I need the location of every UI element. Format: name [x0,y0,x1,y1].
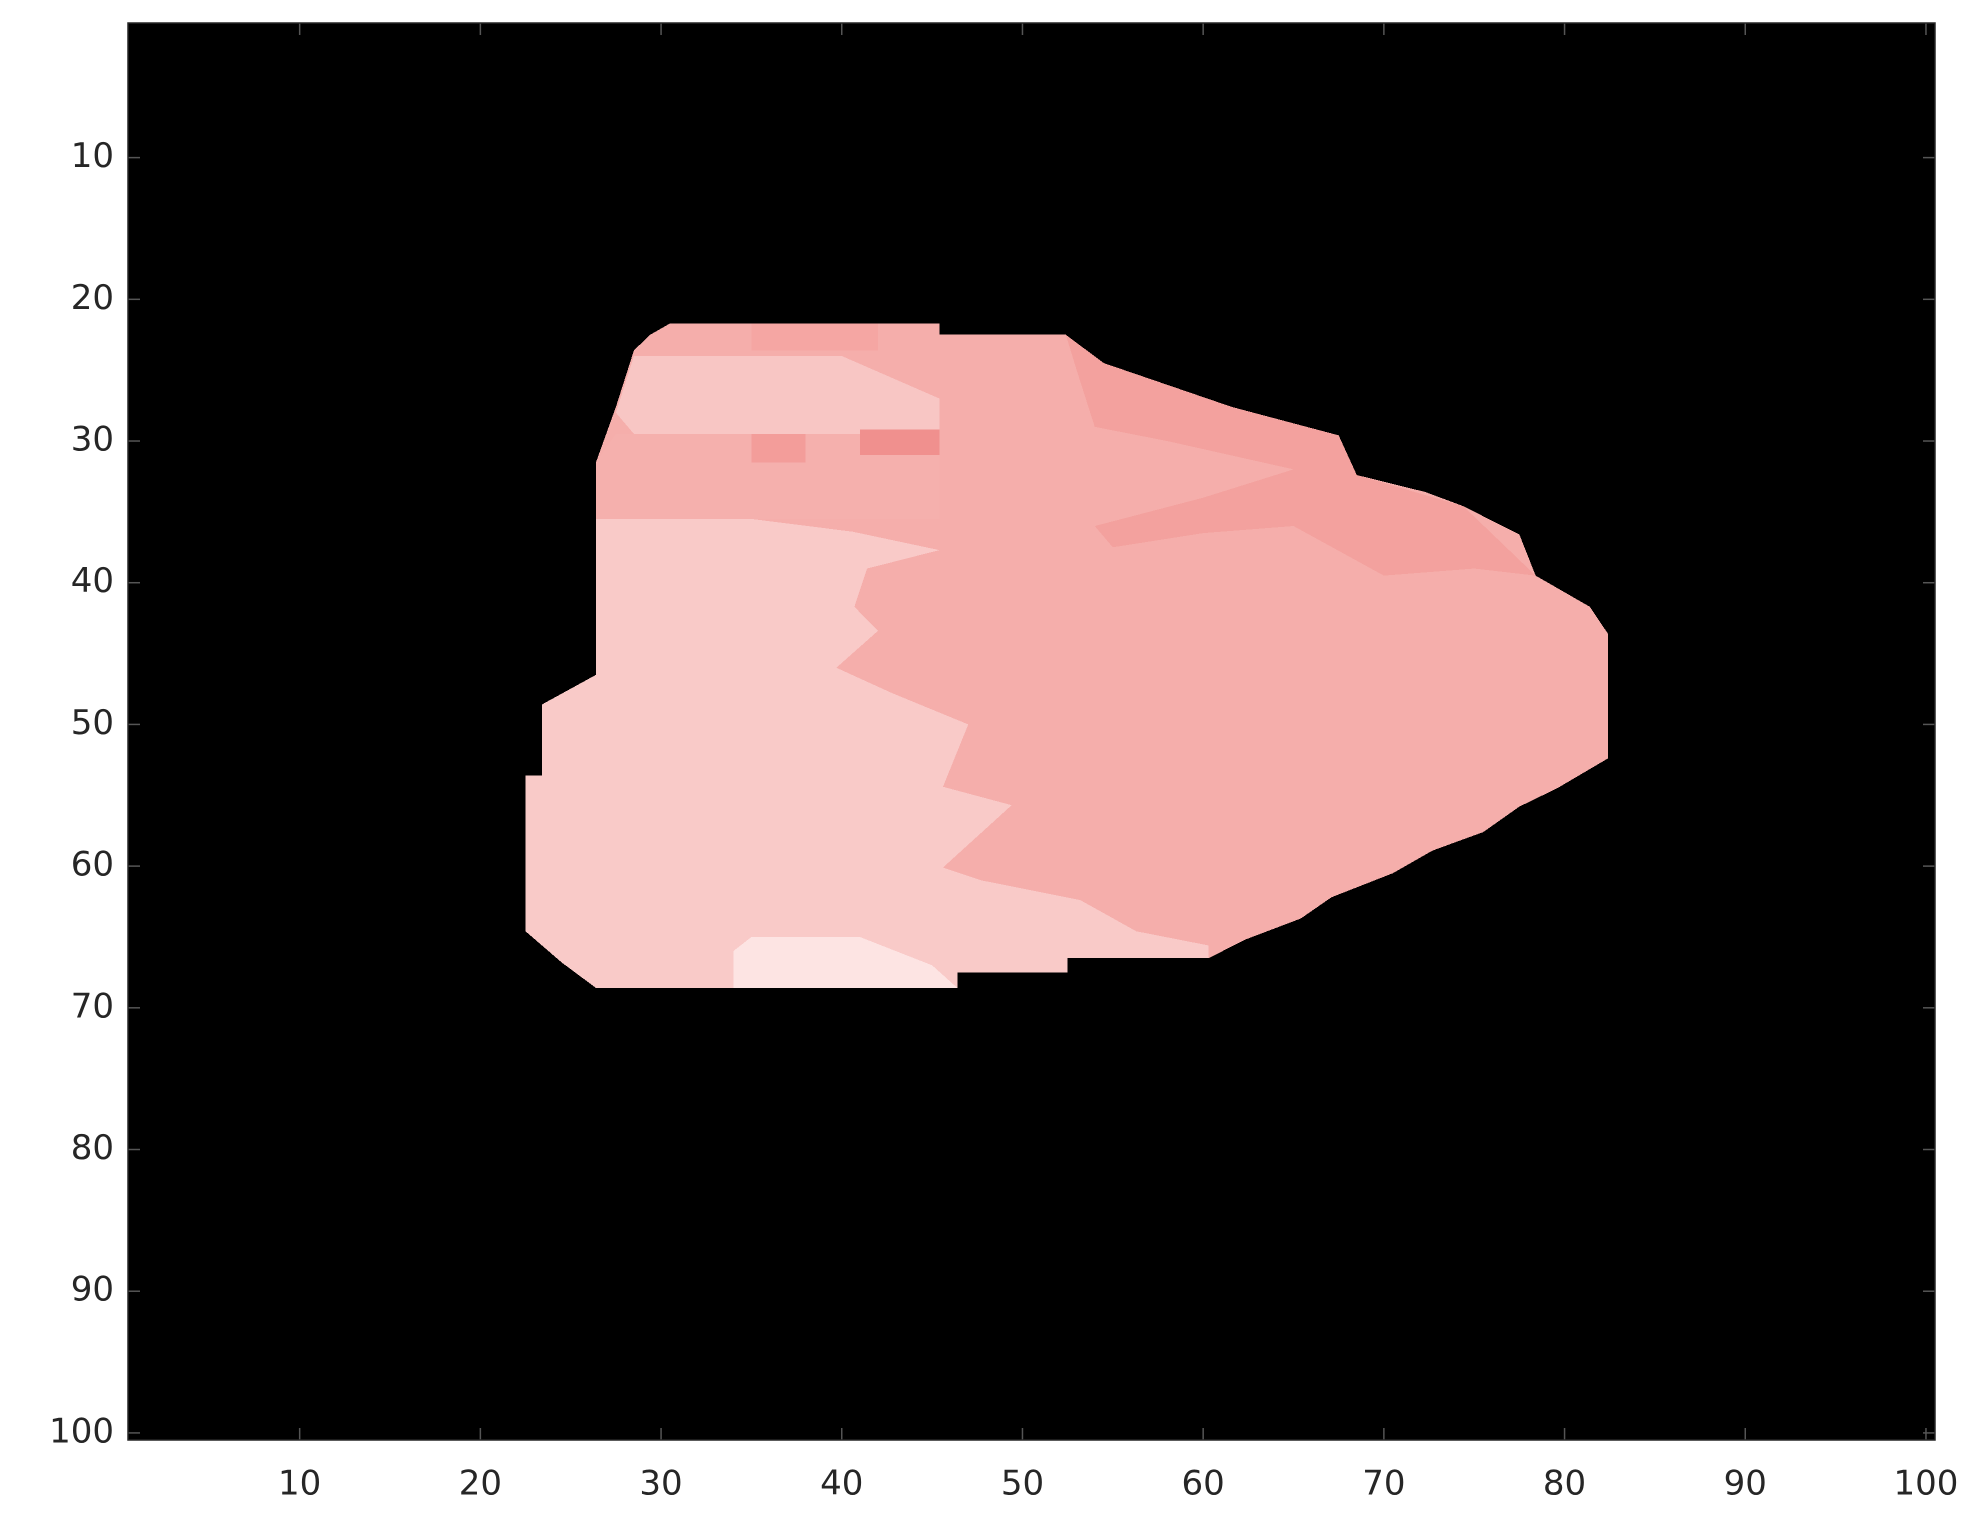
x-tick-label: 90 [1724,1464,1767,1504]
image-region [596,433,940,519]
image-region [751,433,806,463]
y-tick-label: 20 [71,278,114,318]
x-tick-label: 20 [459,1464,502,1504]
x-tick-label: 70 [1362,1464,1405,1504]
y-tick-label: 60 [71,845,114,885]
image-region [751,323,878,351]
x-tick-label: 60 [1182,1464,1225,1504]
image-region [1065,334,1536,576]
axes-box [127,22,1936,1441]
image-region [859,429,940,456]
image-region [525,518,1209,988]
image-region [615,355,940,434]
y-tick-label: 40 [71,561,114,601]
x-tick-label: 100 [1894,1464,1959,1504]
x-tick-label: 10 [278,1464,321,1504]
y-tick-label: 30 [71,420,114,460]
y-tick-label: 90 [71,1270,114,1310]
y-tick-label: 80 [71,1128,114,1168]
x-tick-label: 30 [639,1464,682,1504]
y-tick-label: 10 [71,136,114,176]
y-tick-label: 70 [71,986,114,1026]
x-tick-label: 80 [1543,1464,1586,1504]
image-region [733,936,958,988]
x-tick-label: 40 [820,1464,863,1504]
x-tick-label: 50 [1001,1464,1044,1504]
y-tick-label: 50 [71,703,114,743]
y-tick-label: 100 [49,1411,114,1451]
